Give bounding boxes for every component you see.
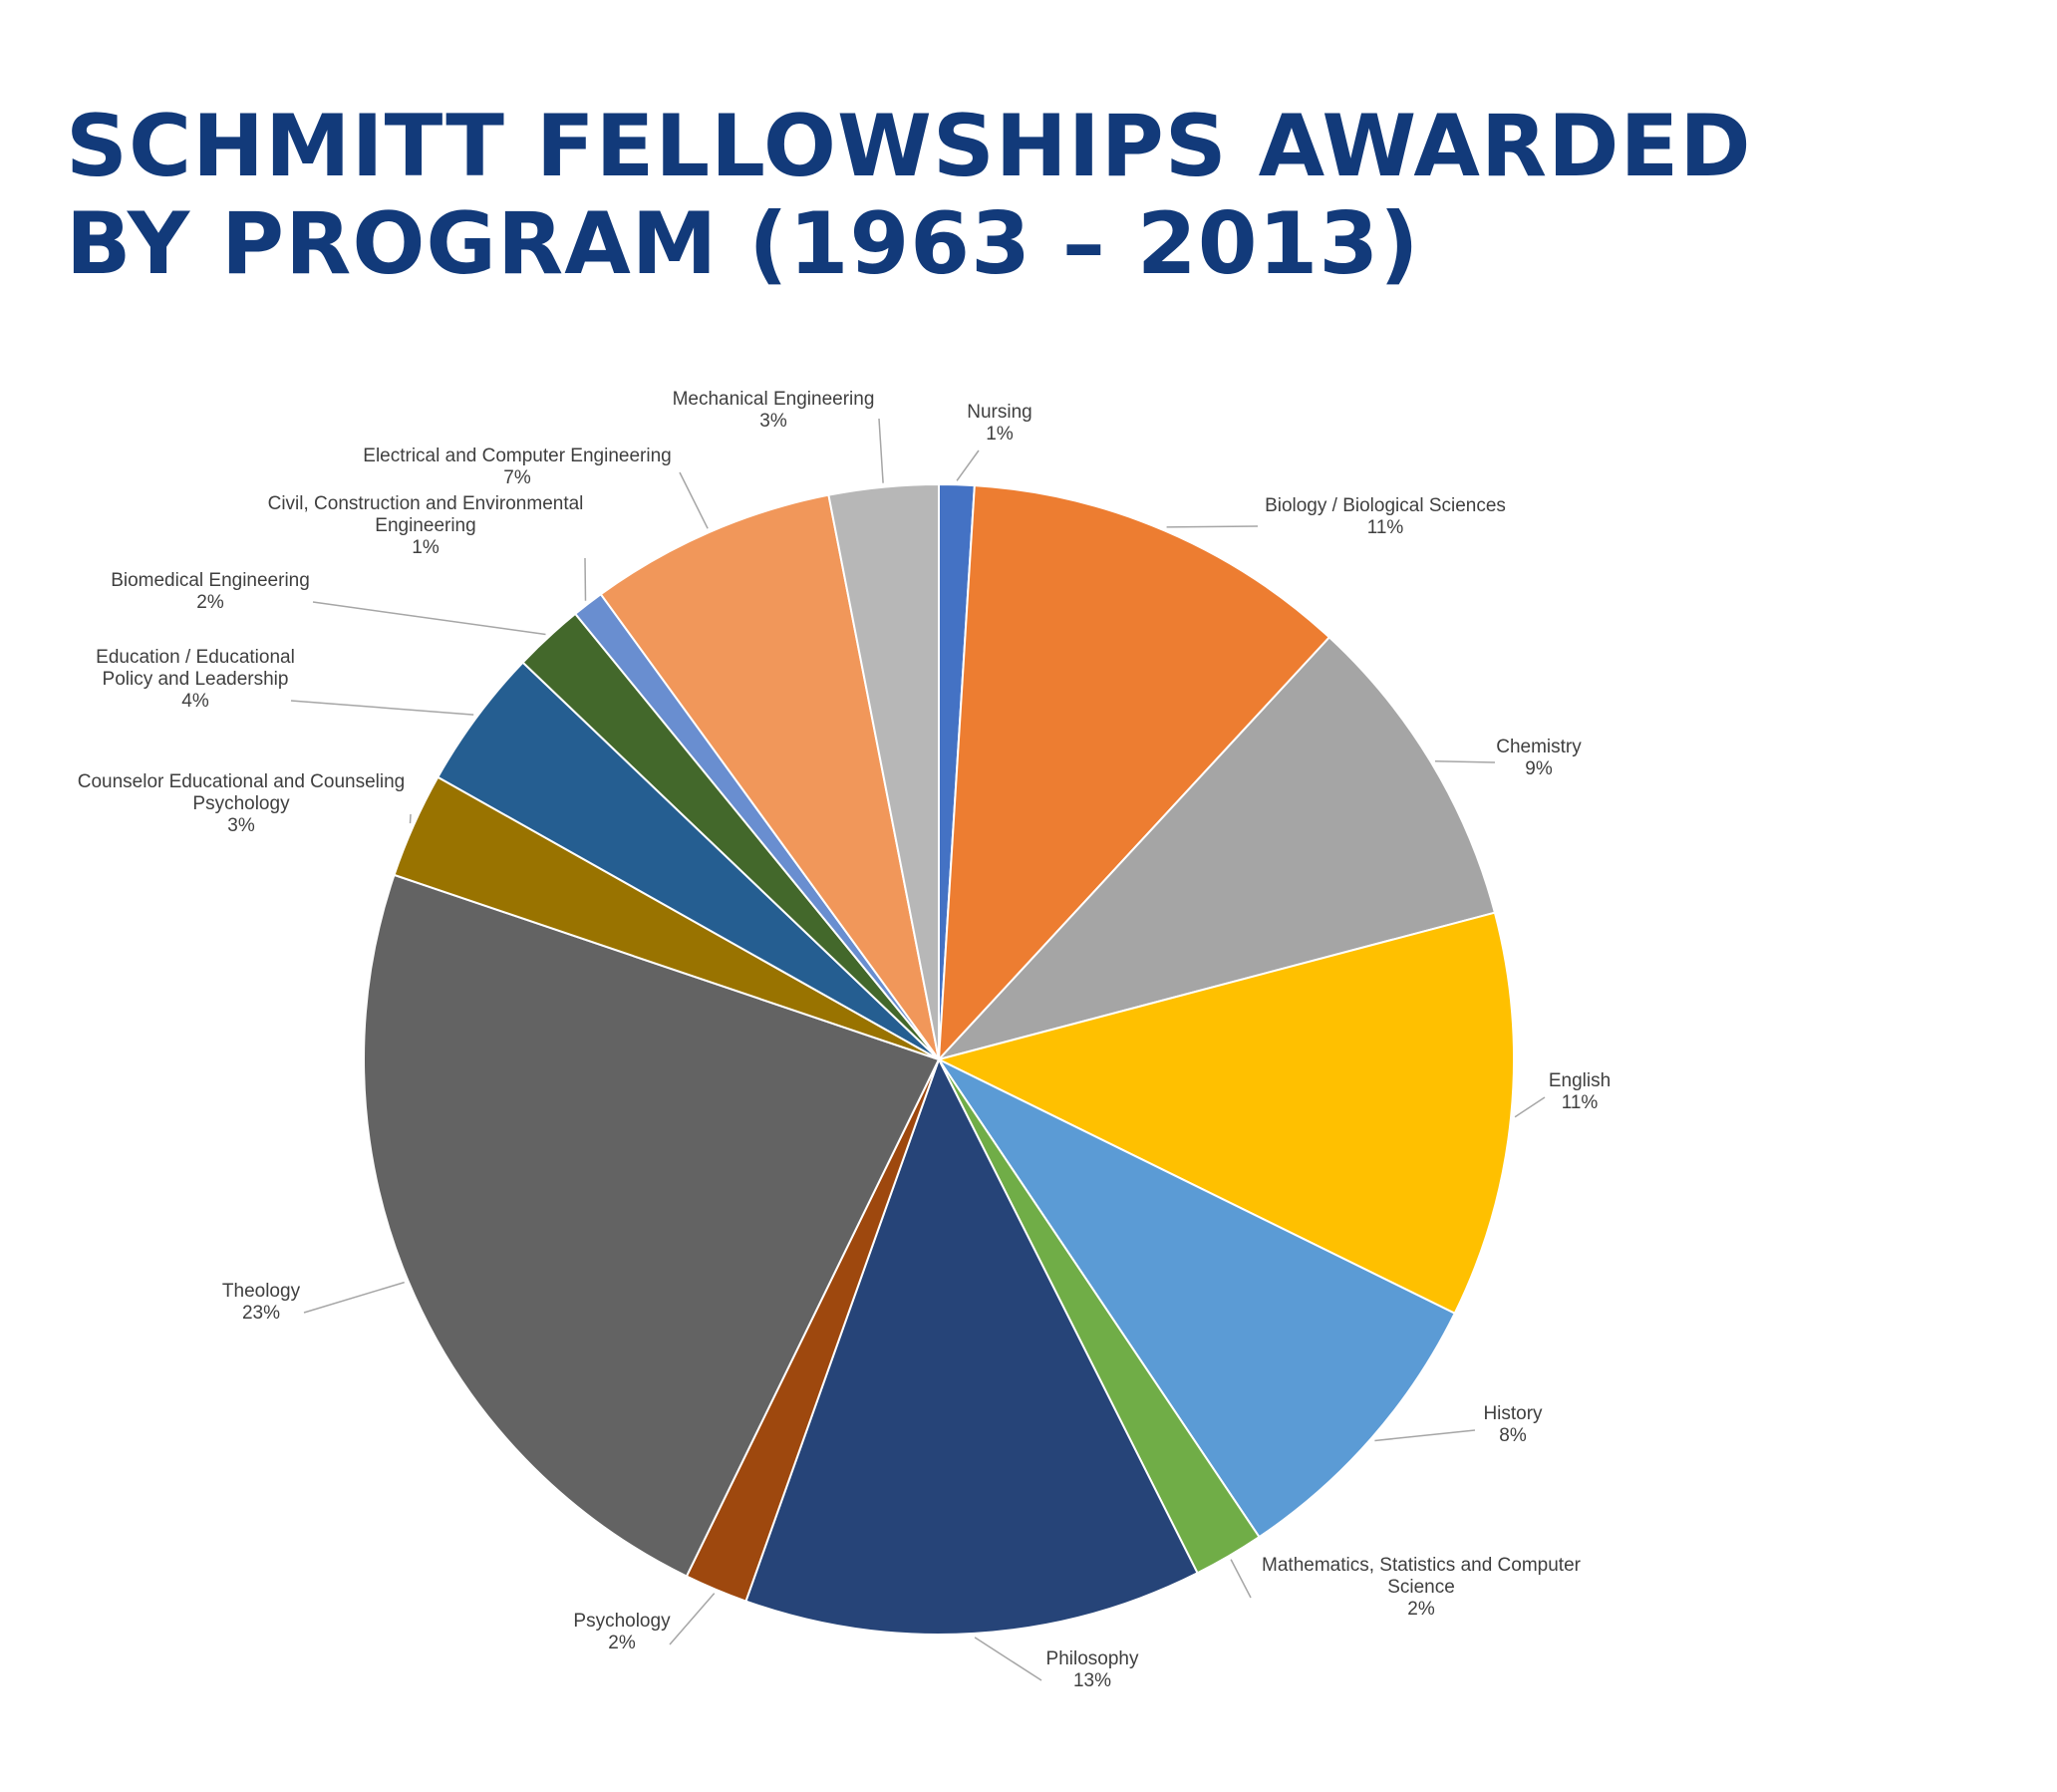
leader-line-6 bbox=[974, 1637, 1042, 1681]
slice-percent-7: 2% bbox=[608, 1633, 636, 1653]
leader-lines bbox=[290, 418, 1546, 1681]
slice-percent-5: 2% bbox=[1407, 1599, 1435, 1620]
leader-line-9 bbox=[409, 813, 412, 824]
slice-percent-6: 13% bbox=[1073, 1670, 1111, 1691]
leader-line-2 bbox=[1434, 759, 1496, 763]
slice-label-7: Psychology bbox=[573, 1611, 671, 1632]
slice-label-9: Counselor Educational and Counseling bbox=[78, 771, 406, 792]
leader-line-7 bbox=[669, 1593, 716, 1645]
leader-line-1 bbox=[1166, 525, 1259, 528]
leader-line-12 bbox=[584, 557, 587, 601]
slice-percent-0: 1% bbox=[986, 424, 1014, 445]
slice-label-8: Theology bbox=[222, 1281, 301, 1302]
leader-line-5 bbox=[1230, 1559, 1252, 1599]
slice-percent-2: 9% bbox=[1525, 758, 1553, 779]
leader-line-3 bbox=[1514, 1096, 1546, 1118]
leader-line-8 bbox=[303, 1281, 405, 1314]
pie-slice-4 bbox=[936, 1056, 1457, 1539]
slice-percent-12: 1% bbox=[412, 537, 440, 558]
slice-percent-10: 4% bbox=[181, 691, 209, 712]
slice-label-6: Philosophy bbox=[1046, 1648, 1139, 1669]
slice-label-12: Engineering bbox=[375, 515, 475, 536]
chart-title-line-2: BY PROGRAM (1963 – 2013) bbox=[66, 194, 1420, 294]
pie-slice-1 bbox=[937, 484, 1331, 1062]
slice-percent-1: 11% bbox=[1367, 517, 1404, 538]
pie-slice-13 bbox=[599, 493, 940, 1060]
chart-title-line-1: SCHMITT FELLOWSHIPS AWARDED bbox=[66, 97, 1752, 196]
slice-label-5: Science bbox=[1387, 1577, 1455, 1598]
leader-line-10 bbox=[290, 700, 474, 716]
pie-slice-6 bbox=[744, 1056, 1199, 1636]
leader-line-11 bbox=[312, 601, 546, 636]
slice-label-11: Biomedical Engineering bbox=[111, 570, 310, 591]
slice-label-9: Psychology bbox=[192, 793, 290, 814]
slice-label-0: Nursing bbox=[967, 402, 1031, 423]
slice-percent-14: 3% bbox=[759, 411, 787, 432]
slice-label-3: English bbox=[1549, 1070, 1611, 1091]
chart-title: SCHMITT FELLOWSHIPS AWARDED BY PROGRAM (… bbox=[66, 98, 1752, 293]
slice-label-4: History bbox=[1483, 1403, 1543, 1424]
slice-percent-9: 3% bbox=[227, 815, 255, 836]
slice-label-5: Mathematics, Statistics and Computer bbox=[1262, 1555, 1582, 1576]
slice-label-14: Mechanical Engineering bbox=[673, 389, 875, 410]
slice-percent-8: 23% bbox=[242, 1303, 280, 1324]
leader-line-13 bbox=[679, 471, 709, 529]
slice-percent-13: 7% bbox=[503, 467, 531, 488]
slice-label-12: Civil, Construction and Environmental bbox=[268, 493, 584, 514]
pie-slice-2 bbox=[935, 636, 1497, 1061]
pie-slice-14 bbox=[827, 482, 940, 1060]
slice-label-2: Chemistry bbox=[1496, 737, 1582, 757]
slice-label-10: Policy and Leadership bbox=[103, 669, 289, 690]
leader-line-4 bbox=[1374, 1429, 1476, 1442]
leader-line-14 bbox=[878, 418, 884, 483]
leader-line-0 bbox=[956, 449, 980, 481]
slice-percent-3: 11% bbox=[1562, 1092, 1599, 1113]
pie-slices bbox=[363, 482, 1515, 1636]
slice-percent-11: 2% bbox=[196, 592, 224, 613]
pie-slice-8 bbox=[363, 873, 941, 1578]
slice-label-13: Electrical and Computer Engineering bbox=[363, 446, 671, 466]
pie-slice-3 bbox=[936, 911, 1515, 1316]
slice-percent-4: 8% bbox=[1499, 1425, 1527, 1446]
slice-label-10: Education / Educational bbox=[96, 647, 295, 668]
slice-label-1: Biology / Biological Sciences bbox=[1265, 495, 1506, 516]
